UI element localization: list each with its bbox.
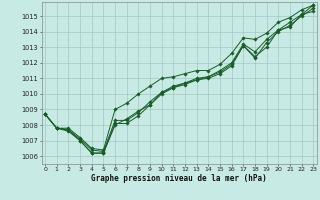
X-axis label: Graphe pression niveau de la mer (hPa): Graphe pression niveau de la mer (hPa) xyxy=(91,174,267,183)
